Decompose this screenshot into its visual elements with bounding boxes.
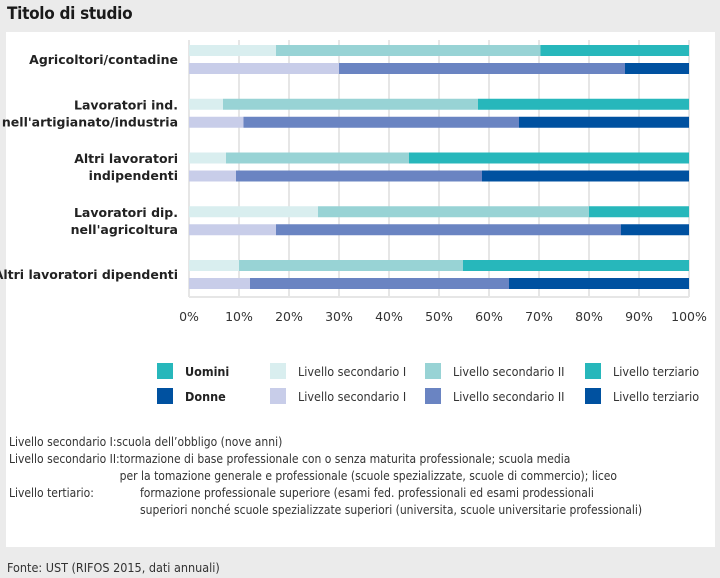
bar-uomini-level-3: [463, 260, 689, 271]
legend-swatch: [585, 388, 601, 404]
note-term: Livello secondario I:: [9, 435, 117, 449]
bar-donne-level-1: [189, 116, 244, 128]
legend-label: Livello secondario I: [298, 363, 407, 379]
note-sec2: Livello secondario II: tormazione di bas…: [9, 451, 642, 485]
source-footer: Fonte: UST (RIFOS 2015, dati annuali): [7, 560, 220, 575]
note-sec1: Livello secondario I: scuola dell’obblig…: [9, 434, 642, 451]
x-tick-label: 10%: [225, 309, 253, 324]
category-label-line: Lavoratori dip.: [74, 205, 178, 220]
bar-uomini-level-1: [189, 152, 226, 164]
stacked-bar-chart: Agricoltori/contadine Lavoratori ind. nell…: [0, 40, 707, 324]
bar-donne-level-2: [250, 278, 509, 289]
legend-item-donne-sec2: Livello secondario II: [425, 388, 565, 404]
legend-item-donne-ter: Livello terziario: [585, 388, 699, 404]
bar-uomini-level-2: [318, 206, 589, 218]
bar-uomini-level-2: [239, 260, 463, 271]
x-tick-label: 0%: [179, 309, 199, 324]
note-definition: scuola dell’obbligo (nove anni): [116, 435, 283, 449]
note-term: Livello secondario II:: [9, 452, 120, 466]
x-tick-label: 60%: [475, 309, 503, 324]
category-label: Lavoratori ind. nell'artigianato/industri…: [2, 97, 178, 129]
bar-uomini-level-3: [589, 206, 689, 218]
category-label-line: Altri lavoratori dipendenti: [0, 267, 178, 282]
bar-donne-level-2: [339, 63, 625, 74]
legend-swatch: [157, 388, 173, 404]
note-definition: tormazione di base professionale con o s…: [120, 451, 617, 485]
x-tick-label: 80%: [575, 309, 603, 324]
x-tick-label: 100%: [671, 309, 707, 324]
bar-uomini-level-1: [189, 206, 318, 218]
legend-swatch: [425, 363, 441, 379]
category-label-line: nell'agricoltura: [71, 222, 178, 237]
legend-label: Livello terziario: [613, 363, 700, 379]
legend-label: Uomini: [185, 363, 230, 379]
legend-label: Livello secondario II: [453, 388, 565, 404]
note-definition: formazione professionale superiore (esam…: [140, 485, 642, 519]
legend-swatch: [585, 363, 601, 379]
legend-label: Livello terziario: [613, 388, 700, 404]
bar-uomini-level-2: [223, 98, 478, 110]
legend-group-uomini: Uomini: [157, 363, 229, 379]
note-line: tormazione di base professionale con o s…: [119, 452, 571, 466]
bar-donne-level-3: [621, 224, 689, 236]
note-ter: Livello tertiario: formazione profession…: [9, 485, 642, 519]
category-label-line: indipendenti: [89, 168, 178, 183]
legend-swatch: [270, 363, 286, 379]
category-label-line: Lavoratori ind.: [74, 97, 178, 112]
legend-item-uomini-sec2: Livello secondario II: [425, 363, 565, 379]
x-tick-labels: 0% 10% 20% 30% 40% 50% 60% 70% 80% 90% 100%: [179, 309, 707, 324]
bar-donne-level-1: [189, 170, 236, 182]
gridlines: [188, 40, 690, 298]
category-label-line: Altri lavoratori: [74, 151, 178, 166]
bar-donne-level-3: [519, 116, 689, 128]
bar-uomini-level-1: [189, 260, 239, 271]
bar-donne-level-2: [243, 116, 519, 128]
bar-uomini-level-3: [409, 152, 689, 164]
legend-label: Donne: [185, 388, 226, 404]
legend-swatch: [157, 363, 173, 379]
note-line: superiori nonché scuole spezializzate su…: [140, 503, 643, 517]
category-label-line: nell'artigianato/industria: [2, 114, 178, 129]
bar-donne-level-3: [482, 170, 689, 182]
note-line: formazione professionale superiore (esam…: [140, 486, 594, 500]
bar-uomini-level-1: [189, 45, 276, 56]
x-tick-label: 40%: [375, 309, 403, 324]
bar-donne-level-3: [625, 63, 689, 74]
category-label: Agricoltori/contadine: [29, 52, 178, 67]
legend-item-donne-sec1: Livello secondario I: [270, 388, 406, 404]
legend-label: Livello secondario II: [453, 363, 565, 379]
legend-item-uomini-ter: Livello terziario: [585, 363, 699, 379]
category-label: Lavoratori dip. nell'agricoltura: [71, 205, 178, 237]
notes: Livello secondario I: scuola dell’obblig…: [9, 434, 642, 519]
legend-item-uomini-sec1: Livello secondario I: [270, 363, 406, 379]
bar-uomini-level-3: [540, 45, 689, 56]
legend-label: Livello secondario I: [298, 388, 407, 404]
bars: [189, 45, 689, 289]
bar-donne-level-2: [236, 170, 482, 182]
bar-donne-level-1: [189, 278, 250, 289]
x-tick-label: 90%: [625, 309, 653, 324]
bar-uomini-level-1: [189, 98, 223, 110]
bar-donne-level-3: [509, 278, 689, 289]
x-tick-label: 30%: [325, 309, 353, 324]
bar-donne-level-2: [276, 224, 621, 236]
category-labels: Agricoltori/contadine Lavoratori ind. nell…: [0, 52, 178, 282]
legend-swatch: [425, 388, 441, 404]
category-label: Altri lavoratori dipendenti: [0, 267, 178, 282]
note-term: Livello tertiario:: [9, 486, 94, 500]
legend-swatch: [270, 388, 286, 404]
bar-uomini-level-2: [276, 45, 541, 56]
note-line: per la tomazione generale e professional…: [119, 469, 618, 483]
bar-donne-level-1: [189, 224, 276, 236]
category-label: Altri lavoratori indipendenti: [74, 151, 178, 183]
bar-donne-level-1: [189, 63, 339, 74]
category-label-line: Agricoltori/contadine: [29, 52, 178, 67]
chart-title: Titolo di studio: [7, 4, 133, 24]
bar-uomini-level-3: [478, 98, 689, 110]
x-tick-label: 50%: [425, 309, 453, 324]
legend-group-donne: Donne: [157, 388, 226, 404]
x-tick-label: 70%: [525, 309, 553, 324]
x-tick-label: 20%: [275, 309, 303, 324]
bar-uomini-level-2: [226, 152, 409, 164]
